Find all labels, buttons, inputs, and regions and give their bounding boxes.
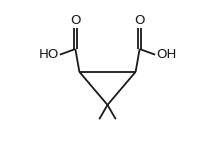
Text: OH: OH <box>156 48 176 61</box>
Text: HO: HO <box>39 48 59 61</box>
Text: O: O <box>134 14 145 27</box>
Text: O: O <box>70 14 81 27</box>
